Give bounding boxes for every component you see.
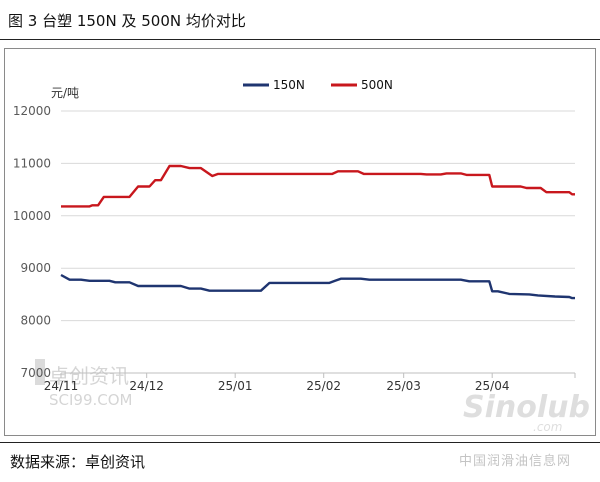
sci99-watermark-cn: 卓创资讯 [49, 364, 129, 388]
sinolub-logo: Sinolub [463, 390, 590, 425]
x-tick-label-0: 24/11 [44, 379, 79, 393]
y-gridlines [61, 110, 575, 322]
y-tick-label-12000: 12000 [13, 104, 51, 118]
x-tick-label-1: 24/12 [129, 379, 164, 393]
y-tick-label-9000: 9000 [20, 261, 51, 275]
sinolub-watermark: Sinolub .com [463, 390, 590, 434]
x-axis: 24/11 24/12 25/01 25/02 25/03 25/04 [44, 372, 576, 393]
x-tick-label-5: 25/04 [475, 379, 510, 393]
x-tick-label-3: 25/02 [306, 379, 341, 393]
series-line-500N [61, 164, 575, 208]
sinolub-logo-sub: .com [533, 420, 562, 434]
y-tick-label-10000: 10000 [13, 209, 51, 223]
price-comparison-chart: 卓创资讯 SCI99.COM Sinolub .com 7000 8000 9000… [13, 78, 590, 434]
legend-label-150N: 150N [273, 78, 305, 92]
figure-title-bar: 图 3 台塑 150N 及 500N 均价对比 [0, 0, 600, 40]
y-tick-label-7000: 7000 [20, 366, 51, 380]
figure-title: 图 3 台塑 150N 及 500N 均价对比 [8, 12, 246, 30]
y-axis-label: 元/吨 [51, 86, 79, 100]
legend-label-500N: 500N [361, 78, 393, 92]
series-lines [60, 164, 575, 300]
legend: 150N 500N [243, 78, 393, 92]
x-tick-label-4: 25/03 [386, 379, 421, 393]
y-tick-label-11000: 11000 [13, 156, 51, 170]
sci99-watermark: 卓创资讯 SCI99.COM [35, 359, 133, 409]
sci99-logo-icon [35, 359, 45, 385]
sinolub-watermark-cn: 中国润滑油信息网 [458, 454, 571, 469]
sci99-watermark-en: SCI99.COM [49, 391, 133, 409]
x-tick-label-2: 25/01 [218, 379, 253, 393]
y-tick-label-8000: 8000 [20, 314, 51, 328]
data-source: 数据来源：卓创资讯 [10, 453, 146, 471]
series-line-150N [60, 273, 575, 300]
y-axis-tick-labels: 7000 8000 9000 10000 11000 12000 [13, 104, 51, 380]
chart-container: 卓创资讯 SCI99.COM Sinolub .com 7000 8000 9000… [4, 48, 596, 469]
source-bar: 数据来源：卓创资讯 [0, 442, 600, 482]
